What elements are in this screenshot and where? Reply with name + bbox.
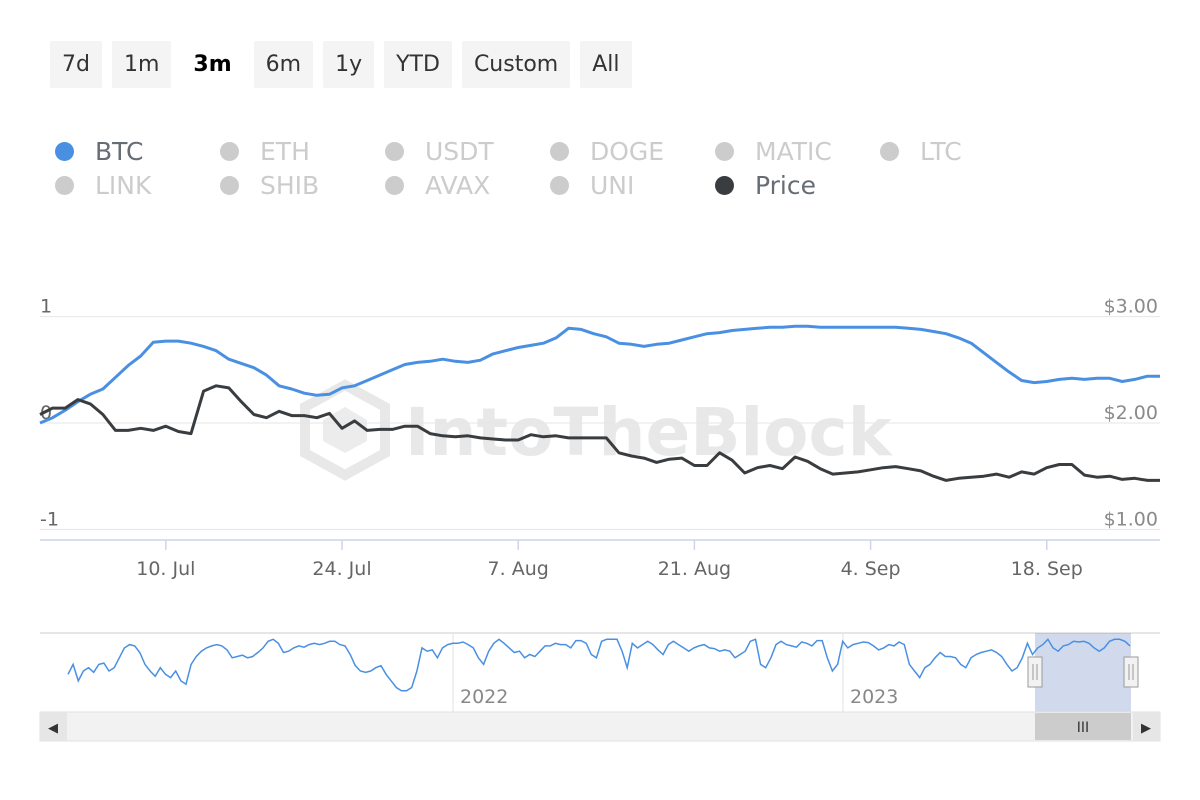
legend-item-ltc[interactable]: LTC (880, 134, 1045, 168)
navigator-series-line (67, 638, 1131, 692)
range-button-1y[interactable]: 1y (323, 41, 375, 88)
scrollbar-left-button (40, 712, 67, 741)
legend-label: LTC (920, 136, 962, 166)
navigator-year-label: 2023 (850, 686, 898, 708)
legend-label: DOGE (590, 136, 665, 166)
x-tick-label: 21. Aug (658, 558, 731, 580)
legend-dot (220, 175, 239, 195)
x-tick-label: 10. Jul (136, 558, 195, 580)
range-button-7d[interactable]: 7d (50, 41, 102, 88)
x-tick-label: 7. Aug (488, 558, 549, 580)
navigator-handle-body (1027, 656, 1043, 688)
navigator-handle-body (1123, 656, 1139, 688)
legend-item-doge[interactable]: DOGE (550, 134, 715, 168)
y-right-tick-label: $2.00 (1104, 402, 1158, 424)
legend-label: AVAX (425, 170, 491, 200)
series-line-btc (39, 324, 1160, 425)
legend-label: BTC (95, 136, 144, 166)
x-tick-label: 24. Jul (312, 558, 371, 580)
legend-dot (220, 141, 239, 161)
chart-legend: BTC ETH USDT DOGE MATIC LTC LINK SHIB AV… (55, 134, 1175, 202)
y-right-tick-label: $1.00 (1104, 508, 1158, 530)
legend-dot (550, 141, 569, 161)
legend-label: Price (755, 170, 816, 200)
watermark: IntoTheBlock (300, 379, 894, 481)
y-left-tick-label: 1 (40, 296, 52, 318)
legend-label: UNI (590, 170, 635, 200)
legend-dot (385, 141, 404, 161)
scrollbar-right-button (1133, 712, 1160, 741)
legend-label: SHIB (260, 170, 320, 200)
scrollbar-thumb-grip-icon: III (1077, 720, 1089, 736)
range-selector: 7d 1m 3m 6m 1y YTD Custom All (50, 41, 632, 88)
legend-dot (880, 141, 899, 161)
legend-item-link[interactable]: LINK (55, 168, 220, 202)
legend-label: LINK (95, 170, 152, 200)
scrollbar-right-arrow-icon: ▶ (1141, 721, 1151, 736)
watermark-text: IntoTheBlock (405, 394, 894, 471)
range-button-custom[interactable]: Custom (461, 41, 571, 88)
y-axis-right: $3.00 $2.00 $1.00 (1104, 296, 1158, 531)
scrollbar-track (39, 711, 1161, 742)
legend-dot (55, 175, 74, 195)
navigator-handle[interactable] (1027, 656, 1043, 688)
legend-item-avax[interactable]: AVAX (385, 168, 550, 202)
legend-dot (715, 141, 734, 161)
range-button-all[interactable]: All (580, 41, 632, 88)
legend-label: USDT (425, 136, 494, 166)
range-button-1m[interactable]: 1m (111, 41, 172, 88)
plot-grid (40, 316, 1160, 541)
legend-dot (550, 175, 569, 195)
x-tick-label: 4. Sep (841, 558, 901, 580)
legend-item-usdt[interactable]: USDT (385, 134, 550, 168)
legend-label: ETH (260, 136, 310, 166)
legend-label: MATIC (755, 136, 832, 166)
range-button-ytd[interactable]: YTD (384, 41, 452, 88)
x-axis: 10. Jul 24. Jul 7. Aug 21. Aug 4. Sep 18. Sep (136, 540, 1083, 580)
navigator-handle[interactable] (1123, 656, 1139, 688)
navigator-year-label: 2022 (460, 686, 508, 708)
y-right-tick-label: $3.00 (1104, 296, 1158, 318)
scrollbar-left-arrow-icon: ◀ (48, 721, 58, 736)
series-layer (39, 324, 1160, 482)
range-button-3m[interactable]: 3m (181, 41, 244, 88)
legend-dot (55, 141, 74, 161)
legend-dot (715, 175, 734, 195)
x-tick-label: 18. Sep (1011, 558, 1083, 580)
legend-item-shib[interactable]: SHIB (220, 168, 385, 202)
scrollbar[interactable]: ◀ ▶ III (39, 711, 1161, 742)
legend-item-matic[interactable]: MATIC (715, 134, 880, 168)
series-line-price (39, 384, 1160, 482)
scrollbar-thumb (1035, 713, 1131, 740)
legend-dot (385, 175, 404, 195)
navigator-selected-range (1035, 633, 1131, 712)
y-left-tick-label: -1 (40, 508, 59, 530)
navigator[interactable]: 2022 2023 (40, 632, 1160, 712)
legend-item-uni[interactable]: UNI (550, 168, 715, 202)
range-button-6m[interactable]: 6m (253, 41, 314, 88)
legend-item-eth[interactable]: ETH (220, 134, 385, 168)
legend-item-btc[interactable]: BTC (55, 134, 220, 168)
legend-item-price[interactable]: Price (715, 168, 880, 202)
